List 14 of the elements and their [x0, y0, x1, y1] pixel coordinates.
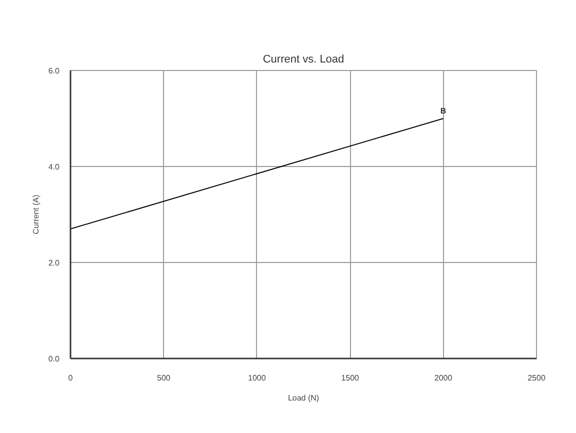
x-tick-label: 2500 [528, 374, 546, 382]
x-tick-label: 2000 [434, 374, 453, 382]
chart-title: Current vs. Load [262, 54, 344, 66]
y-axis-title: Current (A) [31, 194, 40, 234]
x-tick-label: 500 [157, 374, 171, 382]
x-tick-label: 1000 [248, 374, 266, 382]
y-tick-label: 2.0 [48, 258, 60, 268]
x-tick-label: 0 [68, 374, 74, 382]
x-axis-title: Load (N) [288, 394, 320, 402]
x-tick-label: 1500 [341, 374, 360, 382]
y-tick-label: 4.0 [48, 162, 60, 172]
y-tick-label: 0.0 [48, 354, 60, 364]
annotation: B [440, 106, 446, 116]
y-tick-label: 6.0 [48, 66, 60, 76]
